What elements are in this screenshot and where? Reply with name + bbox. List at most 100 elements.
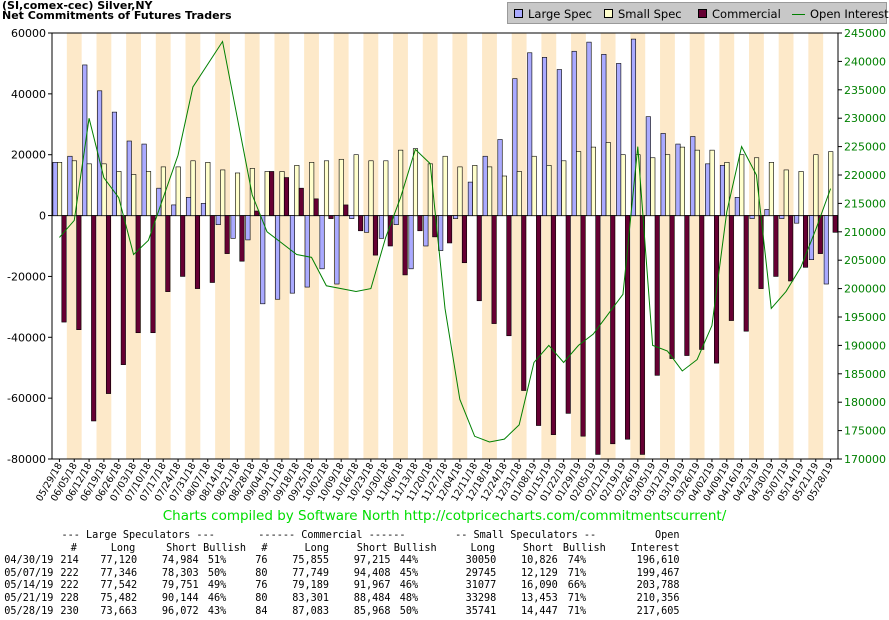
table-cell-c-bullish: 46% bbox=[399, 580, 419, 592]
small-spec-bar bbox=[605, 142, 611, 216]
table-cell-ls-long: 77,120 bbox=[100, 555, 138, 567]
commercial-bar bbox=[91, 215, 97, 422]
table-col-bullish: Bullish bbox=[562, 542, 606, 554]
table-header-small-speculators: -- Small Speculators -- bbox=[455, 530, 597, 541]
right-tick-label: 180000 bbox=[844, 396, 886, 409]
right-tick-label: 215000 bbox=[844, 197, 886, 210]
right-tick-label: 195000 bbox=[844, 311, 886, 324]
table-cell-ls-short: 78,303 bbox=[161, 567, 199, 579]
large-spec-bar bbox=[586, 41, 592, 216]
large-spec-bar bbox=[171, 204, 177, 216]
small-spec-bar bbox=[472, 165, 478, 216]
table-cell-c-count: 80 bbox=[255, 567, 268, 579]
table-cell-ss-long: 31077 bbox=[465, 580, 497, 592]
table-cell-ls-bullish: 49% bbox=[207, 580, 227, 592]
commercial-bar bbox=[105, 215, 112, 394]
large-spec-bar bbox=[200, 203, 206, 216]
commercial-bar bbox=[610, 215, 616, 445]
week-band bbox=[244, 33, 260, 459]
right-tick-label: 225000 bbox=[844, 141, 886, 154]
legend-label-commercial: Commercial bbox=[712, 7, 781, 21]
large-spec-bar bbox=[304, 215, 310, 288]
table-cell-ss-short: 12,129 bbox=[520, 567, 558, 579]
small-spec-bar bbox=[813, 154, 819, 216]
commercial-bar bbox=[728, 215, 734, 321]
table-cell-ls-long: 77,346 bbox=[100, 567, 138, 579]
large-spec-bar bbox=[571, 50, 577, 216]
table-cell-ls-long: 73,663 bbox=[100, 605, 138, 617]
large-spec-bar bbox=[364, 215, 370, 233]
week-band bbox=[304, 33, 319, 459]
table-cell-c-short: 94,408 bbox=[353, 567, 391, 579]
large-spec-bar bbox=[126, 140, 132, 216]
commercial-bar bbox=[135, 215, 141, 334]
legend: Large Spec Small Spec Commercial Open In… bbox=[507, 2, 889, 24]
large-spec-bar bbox=[438, 215, 444, 251]
table-cell-ls-bullish: 46% bbox=[207, 593, 227, 604]
table-cell-open-interest: 203,788 bbox=[636, 580, 680, 592]
large-spec-bar bbox=[823, 215, 829, 285]
right-tick-label: 210000 bbox=[844, 226, 886, 239]
large-spec-bar bbox=[289, 215, 295, 294]
table-cell-ls-long: 77,542 bbox=[100, 580, 138, 592]
commercial-bar bbox=[417, 215, 423, 232]
table-cell-c-bullish: 45% bbox=[399, 567, 419, 579]
table-cell-c-short: 97,215 bbox=[353, 555, 391, 567]
table-cell-open-interest: 217,605 bbox=[636, 605, 680, 617]
table-cell-c-count: 76 bbox=[255, 580, 268, 592]
table-cell-ss-long: 35741 bbox=[465, 605, 497, 617]
commercial-bar bbox=[802, 215, 809, 268]
commercial-bar bbox=[580, 215, 586, 437]
table-cell-ls-short: 74,984 bbox=[161, 555, 199, 567]
large-spec-bar bbox=[749, 215, 755, 219]
chart-title-line1: (SI,comex-cec) Silver,NY bbox=[2, 0, 153, 12]
table-cell-c-long: 83,301 bbox=[292, 593, 330, 604]
bar-series bbox=[52, 38, 838, 455]
table-cell-ls-short: 90,144 bbox=[161, 593, 199, 604]
table-cell-c-bullish: 48% bbox=[399, 593, 419, 604]
small-spec-bar bbox=[235, 172, 241, 216]
legend-swatch-small-spec bbox=[604, 9, 613, 18]
small-spec-bar bbox=[398, 149, 404, 216]
commercial-bar bbox=[773, 215, 779, 277]
commercial-bar bbox=[150, 215, 156, 334]
table-cell-c-short: 91,967 bbox=[353, 580, 391, 592]
commercial-bar bbox=[224, 215, 230, 254]
small-spec-bar bbox=[338, 158, 344, 216]
right-tick-label: 245000 bbox=[844, 27, 886, 40]
large-spec-bar bbox=[541, 57, 548, 216]
small-spec-bar bbox=[501, 175, 507, 216]
table-cell-ls-count: 222 bbox=[60, 580, 79, 592]
small-spec-bar bbox=[146, 171, 152, 216]
large-spec-bar bbox=[230, 215, 236, 239]
large-spec-bar bbox=[734, 197, 740, 216]
table-cell-ss-bullish: 71% bbox=[567, 567, 587, 579]
small-spec-bar bbox=[116, 171, 122, 216]
table-row-date: 04/30/19 bbox=[4, 555, 54, 567]
commercial-bar bbox=[180, 215, 186, 277]
commercial-bar bbox=[625, 215, 631, 440]
table-col-long: Long bbox=[470, 542, 496, 554]
commercial-bar bbox=[550, 215, 556, 435]
table-header-large-speculators: --- Large Speculators --- bbox=[61, 530, 215, 541]
large-spec-bar bbox=[349, 215, 355, 219]
week-band bbox=[749, 33, 764, 459]
large-spec-bar bbox=[497, 139, 503, 216]
small-spec-bar bbox=[576, 151, 582, 216]
large-spec-bar bbox=[111, 111, 117, 216]
large-spec-bar bbox=[705, 163, 711, 216]
large-spec-bar bbox=[630, 38, 637, 216]
large-spec-bar bbox=[719, 165, 725, 216]
large-spec-bar bbox=[215, 215, 221, 226]
commercial-bar bbox=[209, 215, 215, 283]
large-spec-bar bbox=[779, 215, 785, 219]
small-spec-bar bbox=[679, 146, 685, 216]
large-spec-bar bbox=[601, 53, 607, 216]
right-tick-label: 230000 bbox=[844, 112, 886, 125]
commercial-bar bbox=[61, 215, 67, 323]
commercial-bar bbox=[254, 210, 260, 216]
large-spec-bar bbox=[186, 197, 192, 216]
week-band bbox=[215, 33, 230, 459]
table-cell-c-short: 85,968 bbox=[353, 605, 391, 617]
large-spec-bar bbox=[141, 143, 147, 216]
